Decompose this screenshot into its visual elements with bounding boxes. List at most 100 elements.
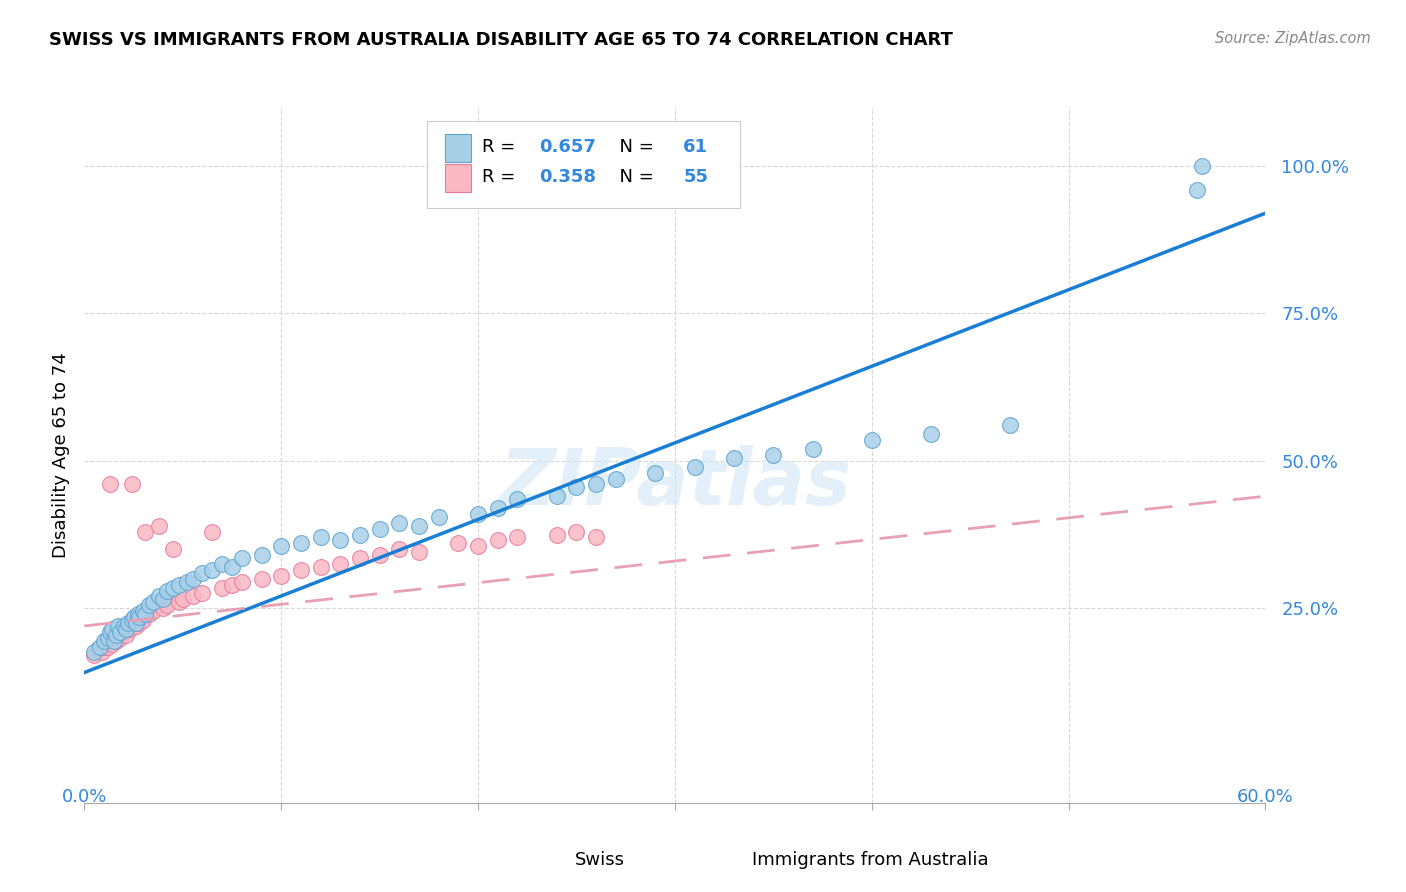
Point <box>585 477 607 491</box>
Point <box>349 527 371 541</box>
Text: N =: N = <box>607 168 659 186</box>
Text: Source: ZipAtlas.com: Source: ZipAtlas.com <box>1215 31 1371 46</box>
Point <box>93 640 115 654</box>
Point <box>176 574 198 589</box>
Point <box>117 615 139 630</box>
FancyBboxPatch shape <box>427 121 740 208</box>
Point <box>467 539 489 553</box>
Point <box>167 577 190 591</box>
Point <box>408 518 430 533</box>
Point <box>121 613 143 627</box>
Point <box>221 560 243 574</box>
Point <box>148 590 170 604</box>
Point <box>546 527 568 541</box>
Point <box>104 633 127 648</box>
Text: 0.358: 0.358 <box>538 168 596 186</box>
Point <box>152 601 174 615</box>
Point <box>221 577 243 591</box>
Point <box>250 572 273 586</box>
Point <box>108 624 131 639</box>
Point <box>97 631 120 645</box>
Point <box>162 581 184 595</box>
Point <box>231 574 253 589</box>
Point <box>191 566 214 580</box>
Point <box>122 610 145 624</box>
Point <box>107 628 129 642</box>
Point <box>142 604 165 618</box>
Point <box>181 590 204 604</box>
Point <box>388 516 411 530</box>
Point <box>644 466 666 480</box>
Point <box>121 477 143 491</box>
Point <box>104 628 127 642</box>
Text: R =: R = <box>482 137 522 156</box>
Point <box>156 599 179 613</box>
Text: SWISS VS IMMIGRANTS FROM AUSTRALIA DISABILITY AGE 65 TO 74 CORRELATION CHART: SWISS VS IMMIGRANTS FROM AUSTRALIA DISAB… <box>49 31 953 49</box>
Point <box>723 450 745 465</box>
Point <box>127 613 149 627</box>
Point <box>134 524 156 539</box>
Point <box>998 418 1021 433</box>
Point <box>87 642 110 657</box>
Text: 55: 55 <box>683 168 709 186</box>
Bar <box>538 847 565 872</box>
Point <box>329 533 352 548</box>
Point <box>114 628 136 642</box>
Point <box>117 619 139 633</box>
Text: Immigrants from Australia: Immigrants from Australia <box>752 851 988 869</box>
Point <box>467 507 489 521</box>
Point <box>148 518 170 533</box>
Point <box>565 524 588 539</box>
Point <box>97 640 120 654</box>
Point <box>101 622 124 636</box>
Point <box>290 563 312 577</box>
Text: 60.0%: 60.0% <box>1237 788 1294 806</box>
Point <box>132 604 155 618</box>
Point <box>156 583 179 598</box>
Point <box>231 551 253 566</box>
Point <box>83 645 105 659</box>
Point <box>142 595 165 609</box>
Point <box>89 640 111 654</box>
Point <box>131 610 153 624</box>
Point <box>103 633 125 648</box>
Point <box>368 548 391 562</box>
Point <box>565 480 588 494</box>
Point <box>211 581 233 595</box>
Point <box>128 615 150 630</box>
Point <box>122 615 145 630</box>
Bar <box>444 164 471 192</box>
Point <box>94 633 117 648</box>
Point <box>427 509 450 524</box>
Point <box>162 542 184 557</box>
Point <box>108 631 131 645</box>
Point <box>124 619 146 633</box>
Text: N =: N = <box>607 137 659 156</box>
Point <box>408 545 430 559</box>
Point <box>201 563 224 577</box>
Point <box>118 622 141 636</box>
Point <box>98 477 121 491</box>
Point <box>93 633 115 648</box>
Point <box>329 557 352 571</box>
Point <box>1185 183 1208 197</box>
Point <box>103 631 125 645</box>
Point <box>762 448 785 462</box>
Point <box>309 531 332 545</box>
Point <box>132 613 155 627</box>
Point <box>138 607 160 621</box>
Point <box>83 648 105 663</box>
Point <box>506 531 529 545</box>
Point <box>111 624 134 639</box>
Point <box>585 531 607 545</box>
Text: Swiss: Swiss <box>575 851 624 869</box>
Point <box>270 539 292 553</box>
Point <box>181 572 204 586</box>
Y-axis label: Disability Age 65 to 74: Disability Age 65 to 74 <box>52 352 70 558</box>
Point <box>112 622 135 636</box>
Point <box>98 624 121 639</box>
Text: 0.657: 0.657 <box>538 137 596 156</box>
Point <box>506 492 529 507</box>
Point <box>201 524 224 539</box>
Point <box>1191 159 1213 173</box>
